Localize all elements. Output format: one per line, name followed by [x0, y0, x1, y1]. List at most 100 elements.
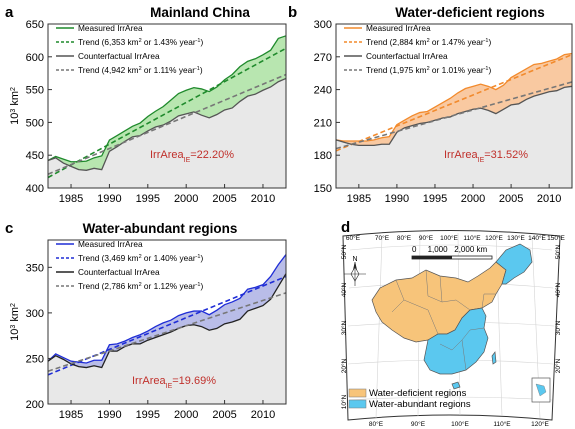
legend-swatch-deficient	[348, 388, 367, 398]
series-line-trend1	[335, 53, 573, 152]
map-lat-label: 50°N	[340, 244, 348, 259]
map-lon-label: 140°E	[528, 234, 546, 242]
plot-frame	[47, 239, 287, 405]
x-tick-label: 1990	[385, 193, 409, 205]
map-lat-label: 10°N	[340, 394, 348, 409]
hainan-island	[451, 381, 461, 390]
south-china-sea-inset	[531, 377, 551, 403]
map-lon-label: 150°E	[547, 234, 565, 242]
panel-letter-b: b	[288, 4, 297, 21]
legend-label-trend1: Trend (3,469 km2 or 1.40% year-1)	[78, 253, 203, 263]
chart-panel-b: b Water-deficient regions 150 180 210 240 270 3…	[288, 4, 573, 205]
panel-letter-a: a	[5, 4, 14, 21]
map-lon-label: 120°E	[531, 420, 549, 428]
y-tick-label: 550	[26, 85, 44, 97]
legend-label-trend2: Trend (4,942 km2 or 1.11% year-1)	[78, 65, 203, 75]
map-lon-label: 100°E	[440, 234, 458, 242]
map-lon-label: 60°E	[346, 234, 361, 242]
legend-label-measured: Measured IrrArea	[78, 239, 143, 249]
map-lon-label: 80°E	[369, 420, 384, 428]
impact-annotation: IrrAreaIE=19.69%	[132, 375, 216, 390]
legend-label-trend1: Trend (6,353 km2 or 1.43% year-1)	[78, 37, 203, 47]
map-lon-label: 110°E	[493, 420, 511, 428]
scale-bar-label: 0 1,000 2,000 km	[412, 245, 487, 254]
x-tick-label: 2000	[461, 193, 485, 205]
legend-label-counterfactual: Counterfactual IrrArea	[78, 267, 160, 277]
map-left-latitude-labels: 50°N 40°N 30°N 20°N 10°N	[340, 244, 348, 409]
map-lon-label: 100°E	[451, 420, 469, 428]
x-tick-label: 2010	[251, 409, 275, 421]
y-tick-label: 150	[314, 183, 332, 195]
x-tick-label: 1990	[97, 193, 121, 205]
impact-annotation: IrrAreaIE=31.52%	[444, 149, 528, 164]
map-lon-label: 130°E	[507, 234, 525, 242]
chart-panels: a Mainland China 400 450 500 550 600 650 1985 199…	[5, 4, 573, 421]
map-panel: d 60°E 70°E 80°E 90°E 100°E 110°E 120°E 130°E 14…	[340, 219, 566, 428]
impact-annotation: IrrAreaIE=22.20%	[150, 149, 234, 164]
china-map	[371, 243, 533, 390]
y-tick-label: 400	[26, 183, 44, 195]
map-lat-label: 50°N	[554, 244, 562, 259]
map-lat-label: 30°N	[554, 320, 562, 335]
map-lon-label: 80°E	[397, 234, 412, 242]
x-tick-label: 1990	[97, 409, 121, 421]
y-axis-label: 103 km2	[9, 303, 21, 341]
chart-legend: Measured IrrArea Trend (2,884 km2 or 1.47…	[344, 23, 491, 75]
counterfactual-area	[336, 86, 572, 188]
x-tick-label: 1995	[136, 409, 160, 421]
map-lat-label: 30°N	[340, 320, 348, 335]
map-lat-label: 20°N	[340, 358, 348, 373]
series-line-measured	[335, 52, 573, 142]
x-tick-label: 2010	[537, 193, 561, 205]
y-tick-label: 270	[314, 52, 332, 64]
series-line-counterfactual	[47, 273, 287, 369]
x-tick-label: 1995	[136, 193, 160, 205]
y-tick-label: 450	[26, 150, 44, 162]
x-tick-label: 2005	[212, 409, 236, 421]
legend-label-trend2: Trend (2,786 km2 or 1.12% year-1)	[78, 281, 203, 291]
chart-title: Water-abundant regions	[83, 221, 238, 236]
scale-bar: 0 1,000 2,000 km	[411, 245, 493, 260]
series-line-trend1	[47, 47, 287, 179]
x-tick-label: 2000	[174, 409, 198, 421]
map-bottom-longitude-labels: 80°E 90°E 100°E 110°E 120°E	[369, 420, 550, 428]
map-lon-label: 90°E	[419, 234, 434, 242]
x-tick-label: 1995	[423, 193, 447, 205]
map-right-latitude-labels: 50°N 40°N 30°N 20°N	[554, 244, 562, 373]
legend-label-deficient: Water-deficient regions	[369, 388, 467, 399]
y-tick-label: 600	[26, 52, 44, 64]
north-arrow-icon: N	[344, 256, 366, 286]
y-tick-label: 210	[314, 117, 332, 129]
x-tick-label: 2005	[212, 193, 236, 205]
legend-label-trend1: Trend (2,884 km2 or 1.47% year-1)	[366, 37, 491, 47]
x-tick-label: 2000	[174, 193, 198, 205]
series-line-measured	[47, 254, 287, 364]
taiwan-island	[491, 351, 497, 365]
legend-label-measured: Measured IrrArea	[78, 23, 143, 33]
y-tick-label: 300	[314, 19, 332, 31]
y-axis-label: 103 km2	[9, 87, 21, 125]
y-tick-label: 650	[26, 19, 44, 31]
legend-label-abundant: Water-abundant regions	[369, 399, 471, 410]
chart-legend: Measured IrrArea Trend (6,353 km2 or 1.43…	[56, 23, 203, 75]
chart-panel-a: a Mainland China 400 450 500 550 600 650 1985 199…	[5, 4, 287, 205]
y-tick-label: 300	[26, 308, 44, 320]
counterfactual-area	[48, 78, 286, 188]
north-label: N	[352, 256, 357, 263]
plot-frame	[47, 23, 287, 189]
series-line-trend2	[335, 81, 573, 150]
panel-letter-d: d	[341, 219, 350, 236]
map-lon-label: 70°E	[375, 234, 390, 242]
series-line-trend2	[47, 73, 287, 175]
water-abundant-region	[423, 307, 489, 375]
legend-label-measured: Measured IrrArea	[366, 23, 431, 33]
irrigation-expansion-band	[48, 254, 286, 368]
x-tick-label: 2005	[499, 193, 523, 205]
map-lat-label: 40°N	[554, 282, 562, 297]
map-top-longitude-labels: 60°E 70°E 80°E 90°E 100°E 110°E 120°E 130°E 140°…	[346, 234, 566, 242]
legend-label-counterfactual: Counterfactual IrrArea	[78, 51, 160, 61]
plot-frame	[335, 23, 573, 189]
map-legend: Water-deficient regions Water-abundant r…	[348, 388, 471, 410]
legend-swatch-abundant	[348, 399, 367, 409]
